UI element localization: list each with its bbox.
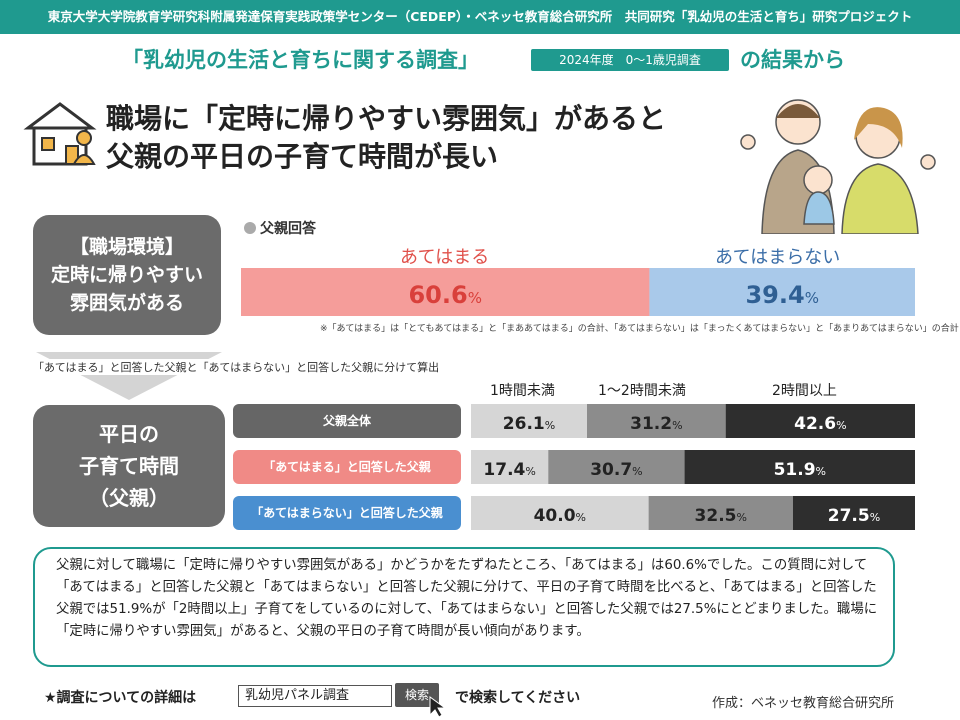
family-illustration	[740, 99, 936, 234]
headline-line-2: 父親の平日の子育て時間が長い	[106, 140, 499, 173]
time-bar-value-r1-s0: 17.4%	[483, 460, 535, 480]
column-header-under-1h: 1時間未満	[490, 383, 555, 399]
workplace-environment-box: 【職場環境】 定時に帰りやすい 雰囲気がある	[33, 215, 221, 335]
env-box-line-3: 雰囲気がある	[69, 292, 184, 314]
survey-badge: 2024年度 0～1歳児調査	[531, 49, 729, 71]
summary-text: 父親に対して職場に「定時に帰りやすい雰囲気がある」かどうかをたずねたところ、「あ…	[56, 558, 878, 639]
house-person-icon	[23, 102, 97, 166]
time-bar-value-r2-s2: 27.5%	[828, 506, 880, 526]
time-bar-r0-s0	[471, 404, 587, 438]
column-header-1-2h: 1～2時間未満	[598, 383, 686, 399]
time-bar-value-r1-s2: 51.9%	[774, 460, 826, 480]
column-header-over-2h: 2時間以上	[772, 383, 837, 399]
headline: 職場に「定時に帰りやすい雰囲気」があると 父親の平日の子育て時間が長い	[106, 100, 666, 176]
time-box-line-1: 平日の	[99, 422, 159, 446]
time-bar-value-r0-s0: 26.1%	[503, 414, 555, 434]
time-bar-value-r2-s1: 32.5%	[695, 506, 747, 526]
survey-suffix: の結果から	[740, 48, 845, 72]
category-label-no: あてはまらない	[715, 247, 841, 268]
time-bar-value-r2-s0: 40.0%	[534, 506, 586, 526]
env-box-line-2: 定時に帰りやすい	[50, 264, 203, 286]
time-bar-r0-s2	[725, 404, 915, 438]
org-line: 東京大学大学院教育学研究科附属発達保育実践政策学センター（CEDEP）・ベネッセ…	[47, 9, 913, 24]
time-bar-r1-s2	[684, 450, 915, 484]
search-input[interactable]: 乳幼児パネル調査	[238, 685, 392, 707]
time-bar-value-r1-s1: 30.7%	[590, 460, 642, 480]
time-bar-r2-s2	[792, 496, 915, 530]
search-trail-text: で検索してください	[455, 690, 581, 706]
cursor-icon	[429, 696, 447, 718]
search-lead-text: ★調査についての詳細は	[44, 690, 197, 706]
time-box-line-3: （父親）	[89, 486, 169, 510]
headline-line-1: 職場に「定時に帰りやすい雰囲気」があると	[106, 102, 667, 135]
row-label-yes-fathers: 「あてはまる」と回答した父親	[233, 450, 461, 484]
survey-title: 「乳幼児の生活と育ちに関する調査」	[122, 48, 479, 72]
row-label-no-fathers: 「あてはまらない」と回答した父親	[233, 496, 461, 530]
row-label-all-fathers: 父親全体	[233, 404, 461, 438]
time-bar-value-r0-s2: 42.6%	[794, 414, 846, 434]
legend-dot-icon	[244, 222, 256, 234]
env-box-line-1: 【職場環境】	[69, 236, 184, 258]
childcare-time-box: 平日の 子育て時間 （父親）	[33, 405, 225, 527]
top-banner	[0, 0, 960, 34]
time-box-line-2: 子育て時間	[79, 454, 179, 478]
time-bar-r1-s0	[471, 450, 549, 484]
summary-box	[33, 547, 895, 667]
workplace-bar-1	[649, 268, 915, 316]
time-bar-value-r0-s1: 31.2%	[630, 414, 682, 434]
category-label-yes: あてはまる	[400, 247, 490, 268]
time-bar-r1-s1	[548, 450, 685, 484]
credit: 作成：ベネッセ教育総合研究所	[712, 696, 895, 711]
legend-label: 父親回答	[260, 221, 316, 237]
workplace-bar-value-1: 39.4%	[745, 281, 818, 309]
workplace-bar-0	[241, 268, 650, 316]
split-note: 「あてはまる」と回答した父親と「あてはまらない」と回答した父親に分けて算出	[33, 359, 440, 375]
footnote: ※「あてはまる」は「とてもあてはまる」と「まああてはまる」の合計、「あてはまらな…	[320, 324, 959, 334]
time-bar-r2-s0	[471, 496, 649, 530]
time-bar-r2-s1	[648, 496, 793, 530]
time-bar-r0-s1	[587, 404, 726, 438]
workplace-bar-value-0: 60.6%	[408, 281, 481, 309]
